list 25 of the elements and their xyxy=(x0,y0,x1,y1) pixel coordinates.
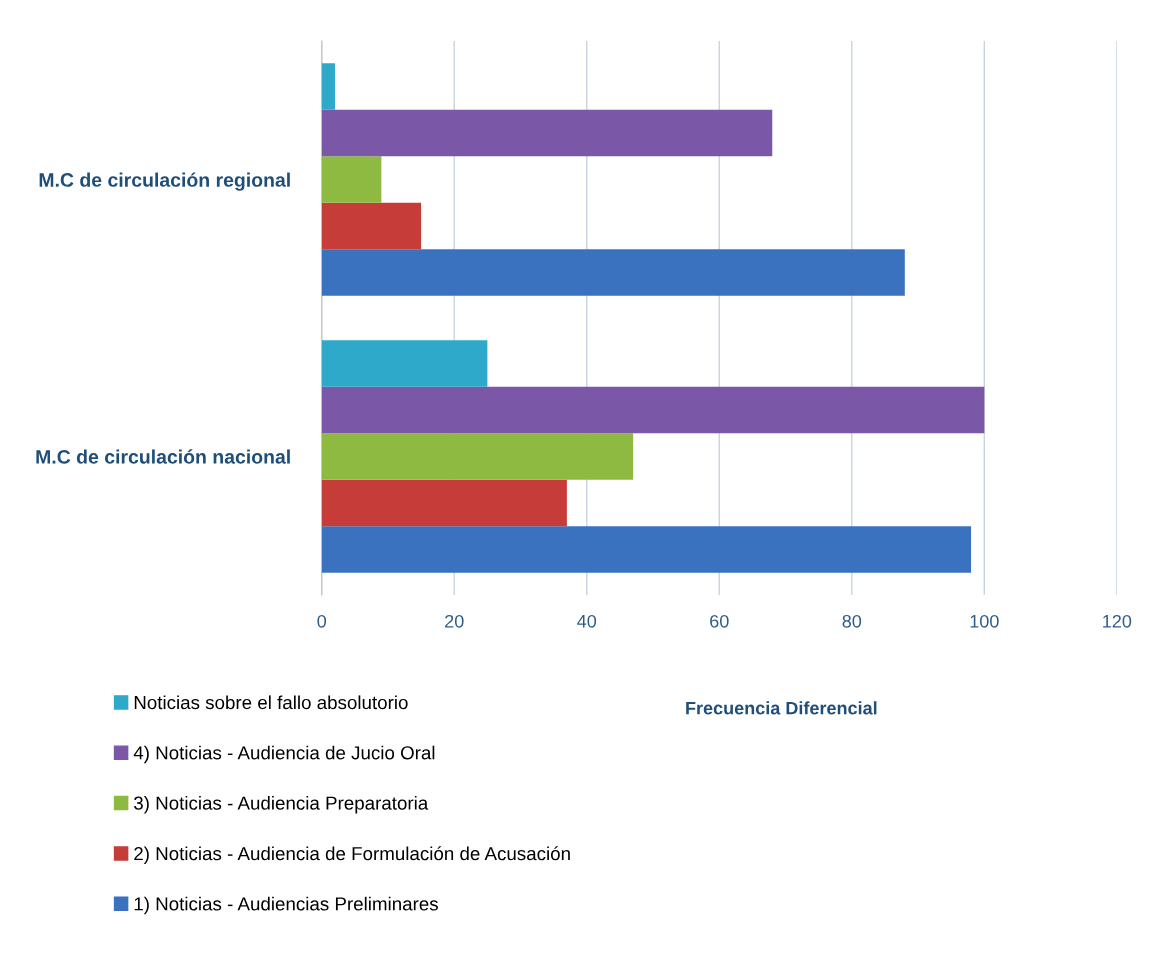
y-tick-label: M.C de circulación regional xyxy=(39,172,290,191)
legend-label: 4) Noticias - Audiencia de Jucio Oral xyxy=(133,745,435,764)
bar xyxy=(321,340,488,387)
legend-label: Noticias sobre el fallo absolutorio xyxy=(134,695,408,710)
bar xyxy=(321,433,634,480)
bar xyxy=(321,63,335,110)
x-tick-label: 100 xyxy=(970,614,999,628)
x-tick-label: 60 xyxy=(710,614,729,628)
legend-label: 2) Noticias - Audiencia de Formulación de Acusación xyxy=(134,846,570,864)
bar xyxy=(321,386,985,434)
bar xyxy=(321,526,972,573)
legend-label: 3) Noticias - Audiencia Preparatoria xyxy=(134,795,429,814)
x-tick-label: 20 xyxy=(445,614,464,628)
x-tick-label: 0 xyxy=(317,614,327,628)
bar xyxy=(321,109,773,157)
x-axis-title: Frecuencia Diferencial xyxy=(686,701,877,715)
bar xyxy=(321,156,382,203)
legend-label: 1) Noticias - Audiencias Preliminares xyxy=(134,896,438,915)
bar xyxy=(321,202,422,250)
x-tick-label: 40 xyxy=(577,614,597,628)
bar xyxy=(321,249,905,296)
bar xyxy=(321,479,567,527)
y-tick-label: M.C de circulación nacional xyxy=(36,449,290,464)
x-tick-label: 120 xyxy=(1103,614,1132,628)
x-tick-label: 80 xyxy=(842,614,862,628)
